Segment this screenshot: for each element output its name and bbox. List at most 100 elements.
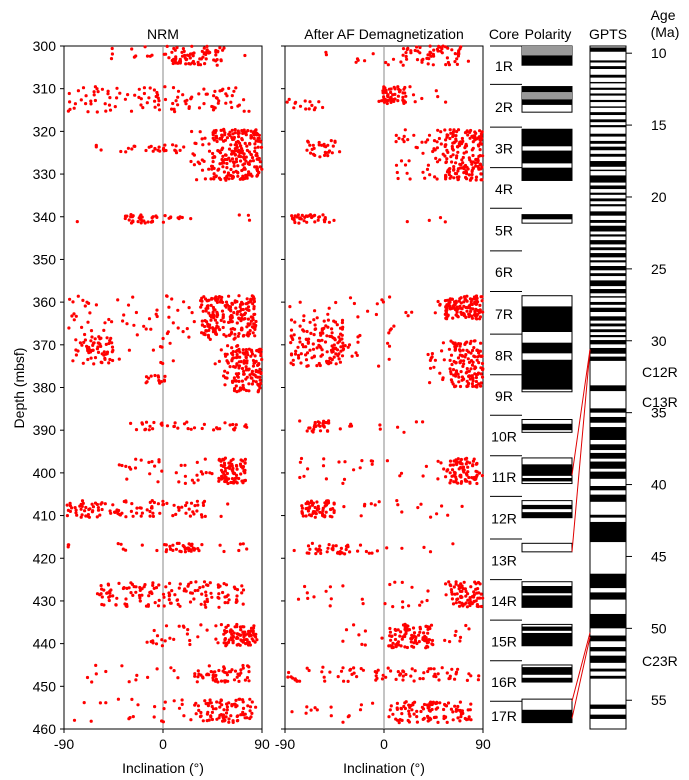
polarity-normal-band (522, 342, 572, 354)
inclination-point (474, 164, 478, 168)
inclination-point (223, 473, 227, 477)
inclination-point (66, 109, 70, 113)
inclination-point (435, 512, 439, 516)
inclination-point (304, 345, 308, 349)
inclination-point (232, 678, 237, 682)
inclination-point (373, 670, 377, 674)
inclination-point (452, 585, 456, 589)
inclination-point (196, 503, 200, 507)
inclination-point (167, 315, 171, 319)
inclination-point (232, 311, 236, 315)
gpts-normal-chron (590, 140, 626, 144)
inclination-point (465, 678, 469, 683)
inclination-point (201, 719, 205, 723)
inclination-point (176, 426, 180, 430)
polarity-normal-band (522, 504, 572, 510)
inclination-point (329, 705, 333, 709)
inclination-point (90, 680, 94, 684)
inclination-point (233, 153, 237, 157)
inclination-point (451, 710, 455, 714)
inclination-point (423, 176, 427, 180)
inclination-point (472, 313, 477, 317)
inclination-point (403, 706, 407, 711)
inclination-point (195, 509, 199, 513)
inclination-point (67, 543, 71, 547)
inclination-point (420, 96, 424, 101)
inclination-point (436, 672, 440, 676)
inclination-point (137, 87, 141, 91)
inclination-point (216, 101, 220, 105)
inclination-point (289, 675, 293, 679)
inclination-point (475, 317, 479, 321)
inclination-point (401, 53, 405, 57)
inclination-point (225, 136, 229, 140)
inclination-point (471, 307, 475, 311)
inclination-point (448, 136, 452, 141)
inclination-point (444, 582, 448, 586)
core-label: 1R (495, 58, 513, 74)
inclination-point (232, 161, 236, 165)
inclination-point (237, 317, 241, 321)
inclination-point (207, 167, 211, 171)
core-column: 1R2R3R4R5R6R7R8R9R10R11R12R13R14R15R16R1… (490, 45, 522, 724)
inclination-point (89, 339, 93, 343)
inclination-point (176, 103, 180, 107)
inclination-point (468, 461, 472, 465)
inclination-point (197, 549, 201, 553)
inclination-point (391, 57, 396, 61)
inclination-point (234, 86, 238, 90)
inclination-point (141, 106, 145, 110)
inclination-point (232, 389, 237, 393)
inclination-point (313, 706, 317, 710)
inclination-point (148, 514, 152, 518)
inclination-point (391, 641, 395, 645)
inclination-point (186, 427, 190, 431)
inclination-point (244, 133, 248, 137)
inclination-point (336, 354, 340, 358)
inclination-point (253, 146, 257, 150)
inclination-point (477, 382, 481, 386)
polarity-column (521, 45, 573, 724)
inclination-point (385, 546, 389, 550)
inclination-point (171, 321, 175, 325)
inclination-point (476, 371, 481, 375)
inclination-point (334, 362, 338, 366)
inclination-point (446, 513, 450, 517)
inclination-point (205, 48, 209, 52)
inclination-point (253, 149, 257, 153)
inclination-point (306, 364, 310, 368)
inclination-point (248, 716, 252, 721)
inclination-point (354, 351, 358, 355)
inclination-point (306, 509, 310, 513)
inclination-point (164, 148, 168, 153)
inclination-point (122, 499, 126, 504)
inclination-point (92, 362, 96, 366)
inclination-point (321, 506, 325, 510)
inclination-point (217, 457, 221, 461)
inclination-point (341, 666, 345, 670)
inclination-point (446, 150, 450, 154)
core-label: 13R (491, 552, 517, 568)
inclination-point (224, 92, 228, 96)
inclination-point (230, 358, 234, 362)
gpts-normal-chron (590, 613, 626, 629)
inclination-point (457, 375, 461, 379)
inclination-point (234, 160, 239, 164)
inclination-point (306, 341, 310, 345)
inclination-point (410, 310, 414, 314)
inclination-point (184, 511, 188, 515)
inclination-point (76, 294, 80, 298)
depth-tick-label: 400 (33, 465, 57, 481)
inclination-point (206, 583, 210, 588)
age-tick-label: 50 (651, 620, 667, 636)
inclination-point (296, 353, 301, 358)
inclination-point (448, 128, 452, 132)
inclination-point (192, 62, 196, 66)
inclination-point (153, 601, 157, 605)
inclination-point (136, 703, 140, 707)
inclination-point (468, 596, 472, 600)
inclination-point (213, 130, 217, 134)
inclination-point (232, 89, 236, 93)
inclination-point (198, 63, 203, 67)
inclination-point (167, 56, 171, 60)
